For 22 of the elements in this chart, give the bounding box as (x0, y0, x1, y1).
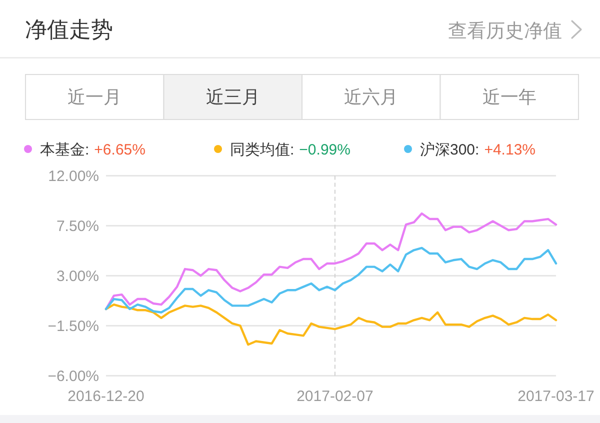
legend-label: 沪深300: (420, 142, 480, 158)
y-tick-label: 3.00% (56, 268, 99, 286)
text: +4.13% (484, 142, 536, 158)
y-tick-label: −1.50% (48, 318, 99, 336)
y-tick-label: −6.00% (48, 368, 99, 386)
legend-label: 本基金: (40, 142, 90, 158)
text: −0.99% (299, 142, 350, 158)
x-tick-label: 2017-02-07 (296, 388, 374, 405)
legend-label: 同类均值: (230, 142, 294, 158)
tab: 近六月 (302, 74, 441, 120)
text: 查看历史净值 (448, 21, 562, 42)
line-series (104, 303, 558, 346)
chart-title: 净值走势 (25, 17, 113, 42)
tab: 近一年 (440, 74, 579, 120)
x-tick-label: 2017-03-17 (518, 388, 594, 405)
tab: 近一月 (25, 74, 164, 120)
line-series (104, 246, 558, 314)
y-tick-label: 12.00% (48, 168, 99, 186)
tab: 近三月 (163, 74, 302, 120)
x-tick-label: 2016-12-20 (68, 388, 144, 405)
text: +6.65% (94, 142, 146, 158)
y-tick-label: 7.50% (56, 218, 99, 236)
